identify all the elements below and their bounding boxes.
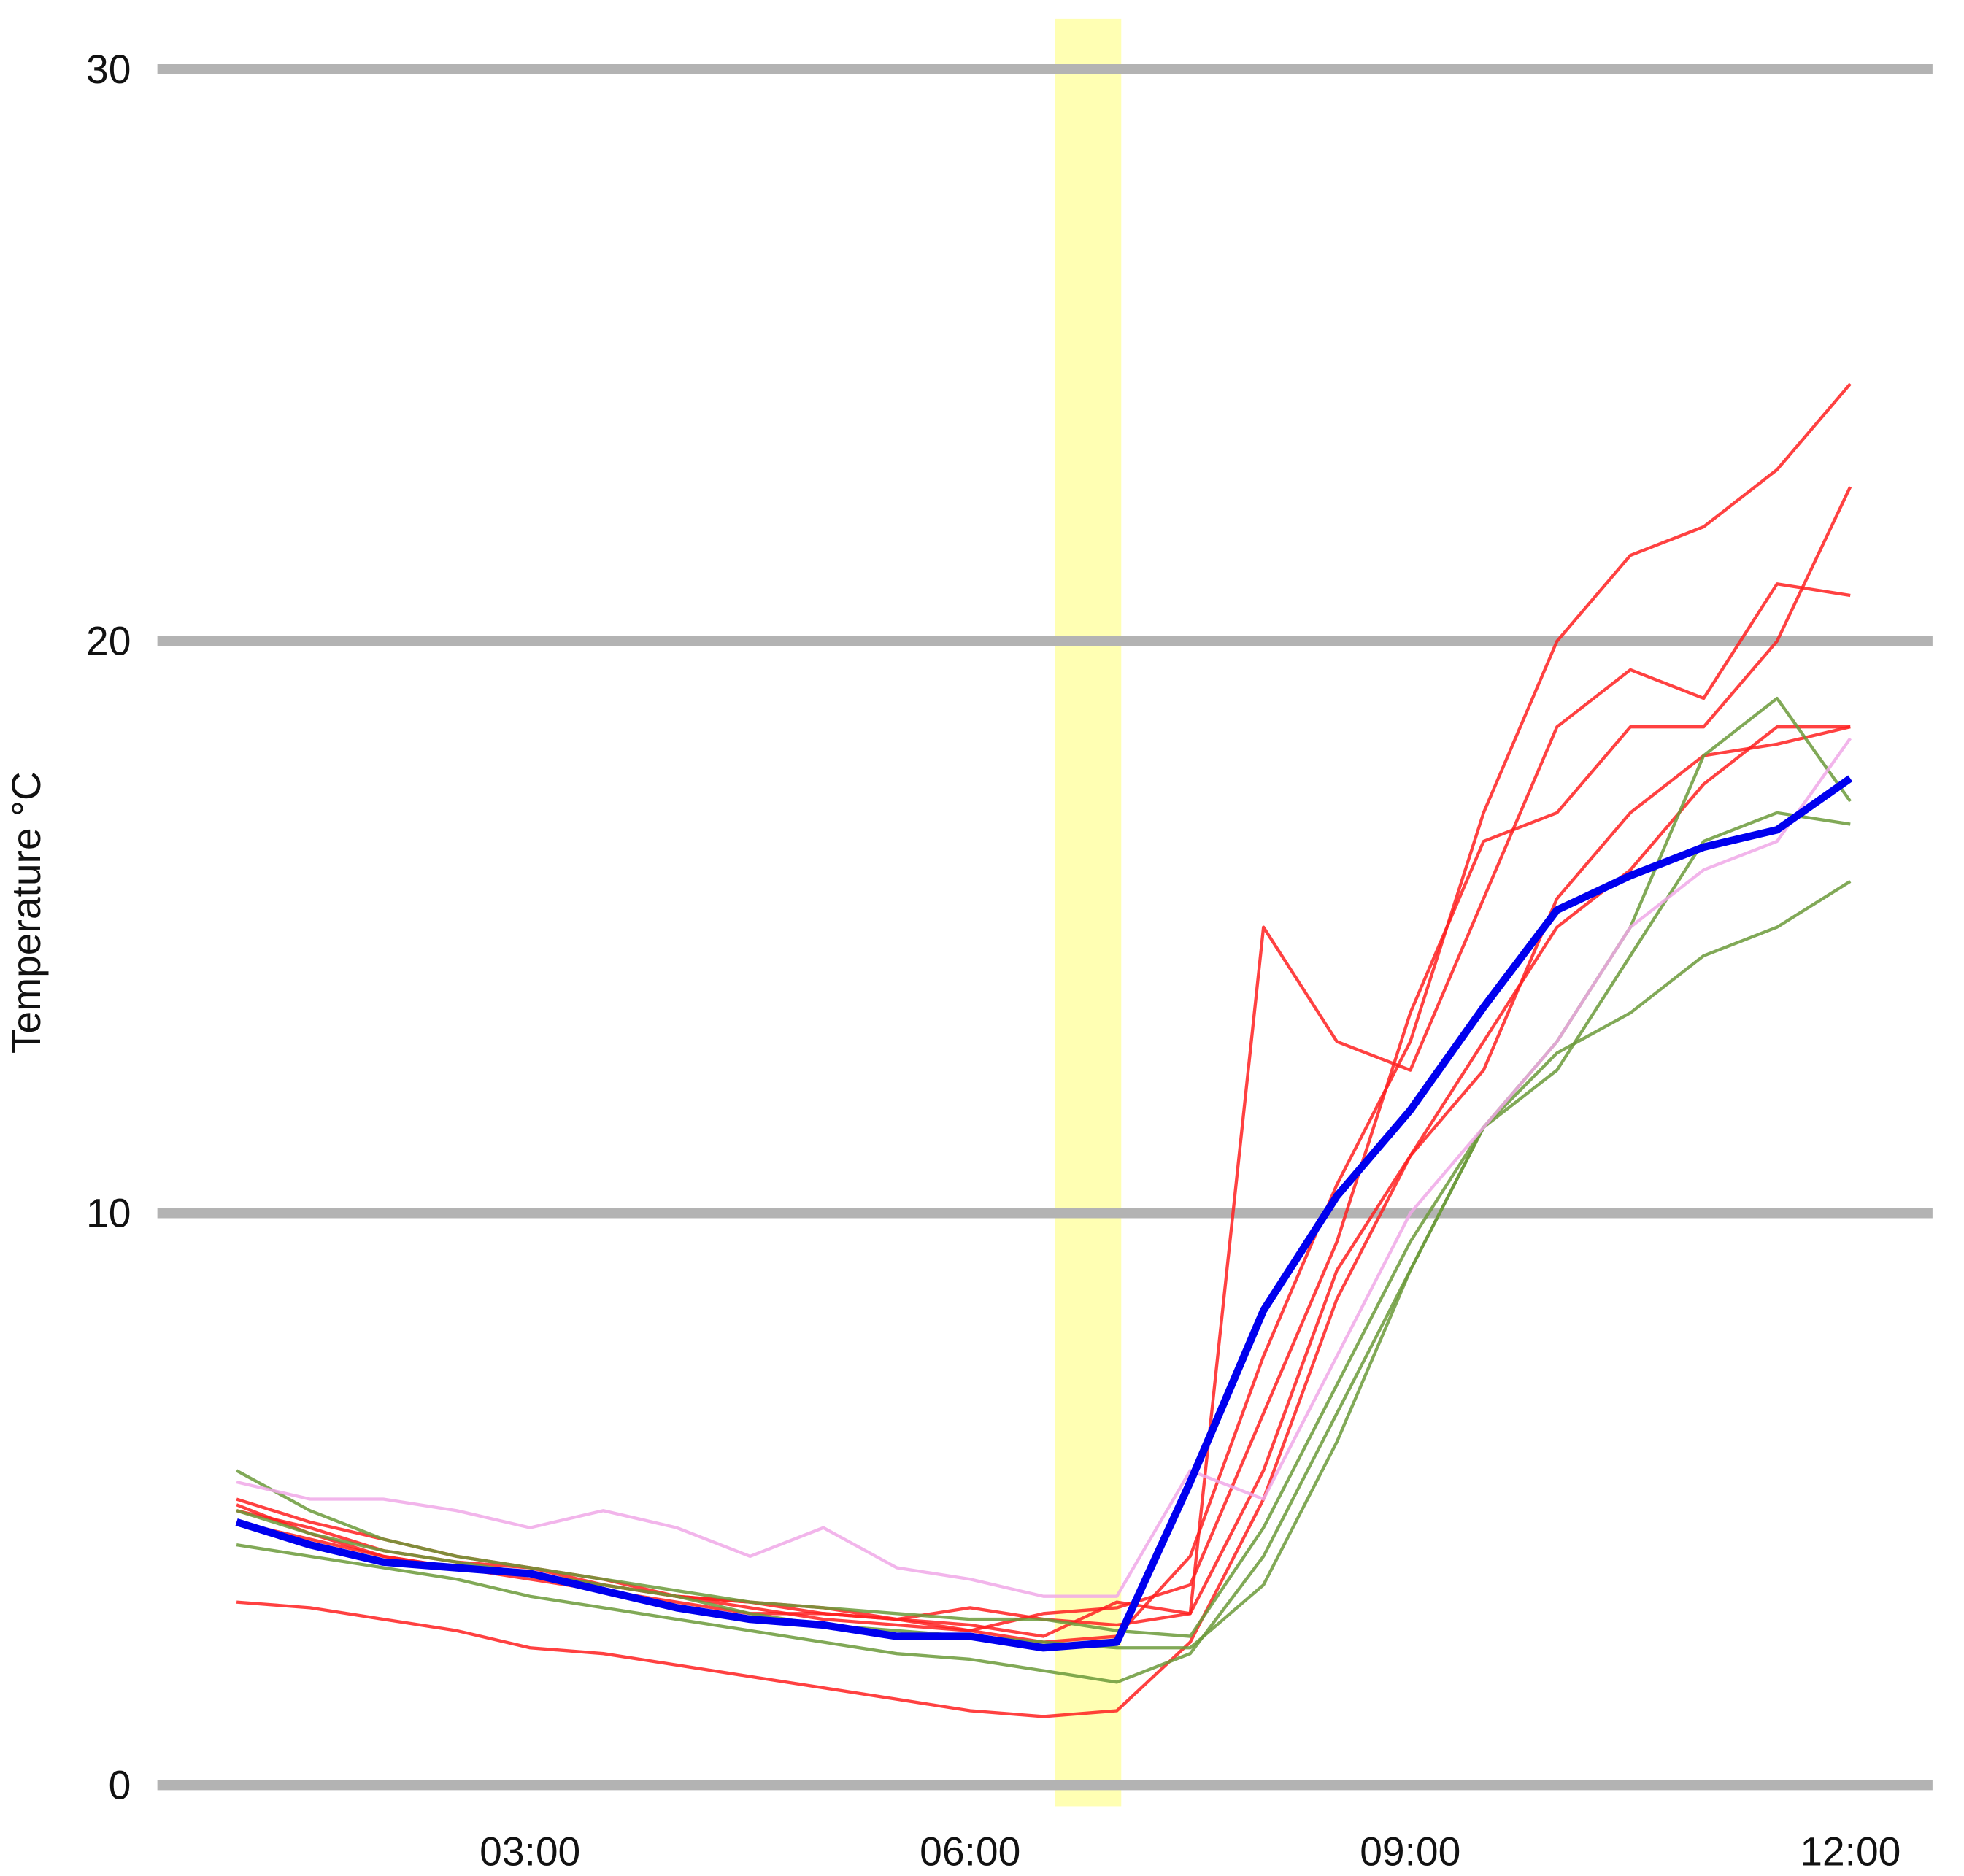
series-line: [236, 582, 1851, 1638]
y-axis-label: Temperature °C: [4, 771, 49, 1054]
highlight-band: [1055, 18, 1122, 1807]
series-line: [236, 725, 1851, 1718]
series-line: [236, 382, 1852, 1644]
y-tick-label: 0: [109, 1762, 131, 1807]
series-line: [236, 737, 1852, 1598]
x-tick-label: 03:00: [480, 1829, 580, 1875]
x-tick-label: 06:00: [920, 1829, 1020, 1875]
series-line: [235, 775, 1853, 1652]
y-tick-label: 30: [86, 47, 131, 92]
series-line: [236, 811, 1851, 1684]
x-tick-label: 12:00: [1800, 1829, 1901, 1875]
x-tick-label: 09:00: [1360, 1829, 1460, 1875]
series-line: [236, 725, 1851, 1627]
series-line: [236, 880, 1852, 1650]
series-line: [236, 486, 1852, 1632]
y-tick-label: 10: [86, 1191, 131, 1236]
y-tick-label: 20: [86, 619, 131, 664]
